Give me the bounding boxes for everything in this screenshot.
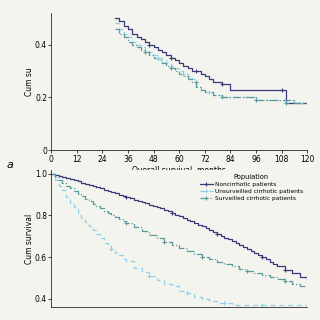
Text: a: a [6,160,13,170]
Y-axis label: Cum su: Cum su [25,67,34,96]
Y-axis label: Cum survival: Cum survival [25,213,34,264]
X-axis label: Overall survival, months: Overall survival, months [132,166,226,175]
Legend: Noncirrhotic patients, Unsurveilled cirrhotic patients, Surveilled cirrhotic pat: Noncirrhotic patients, Unsurveilled cirr… [198,172,304,202]
